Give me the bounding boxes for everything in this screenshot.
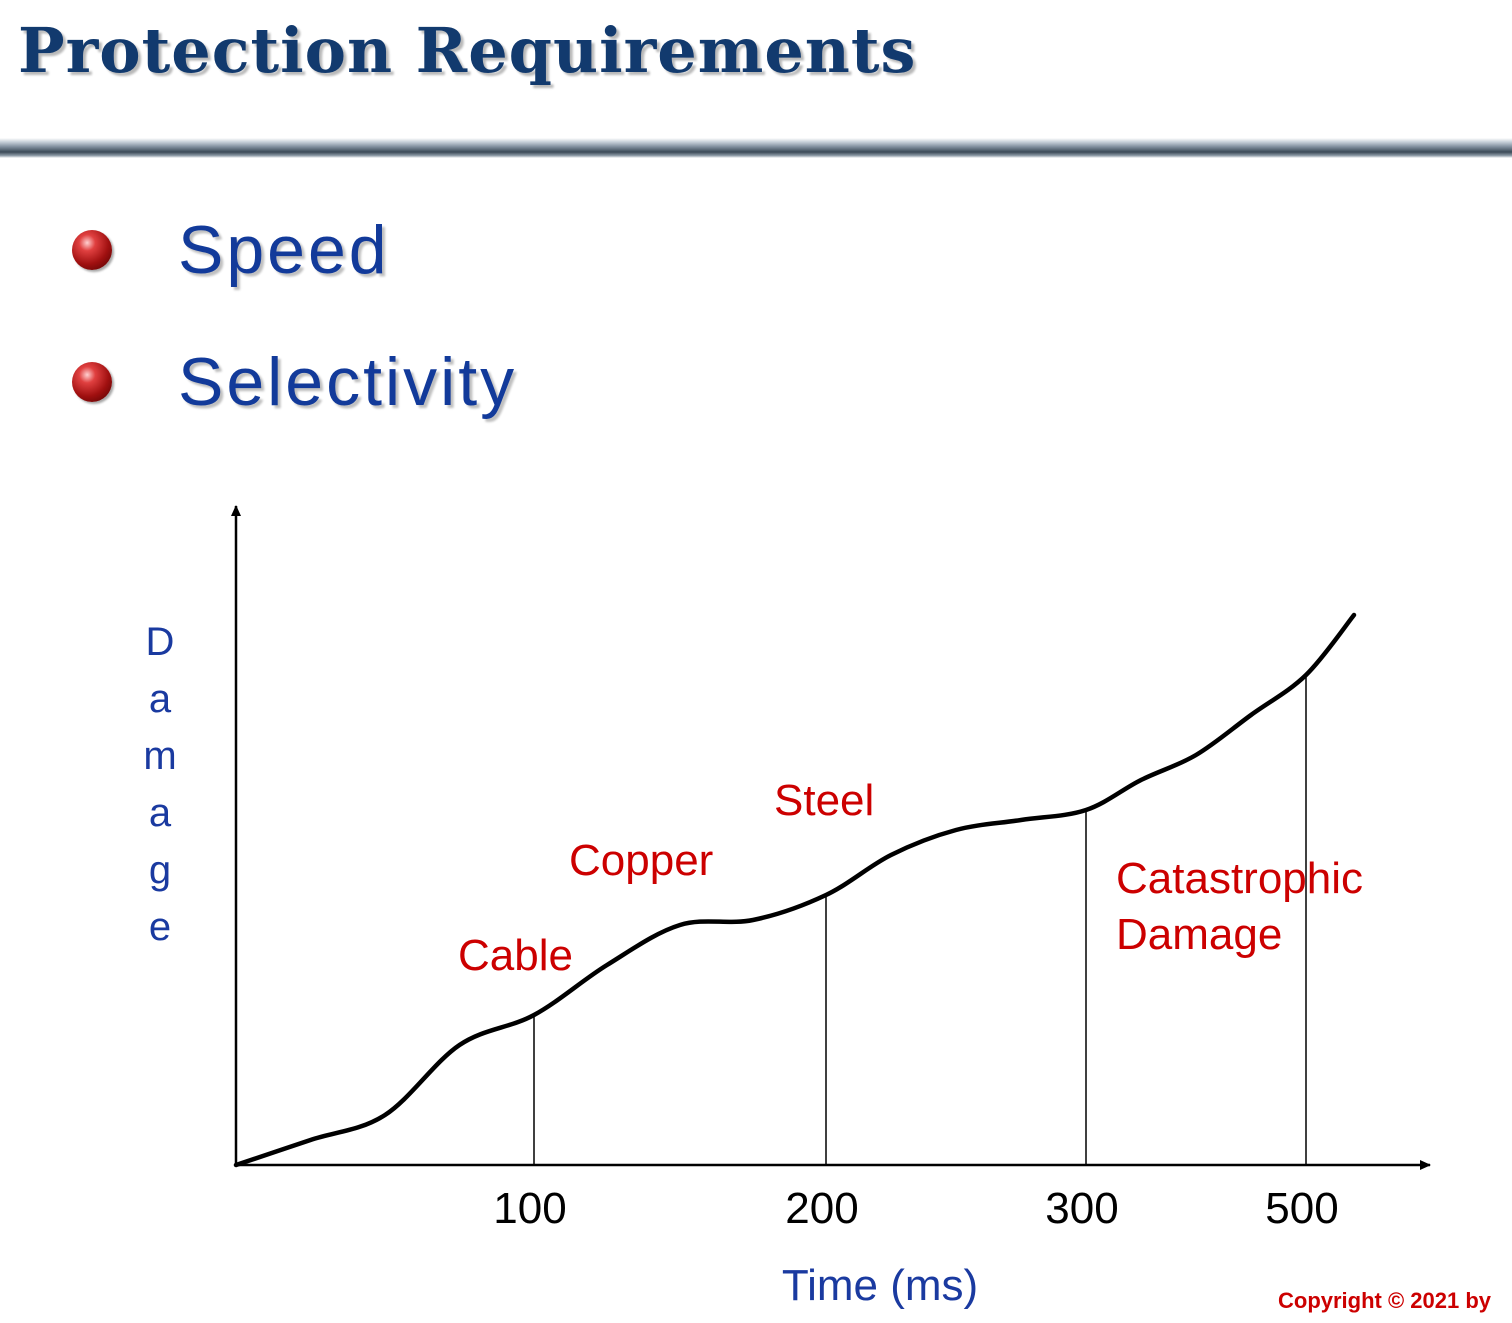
bullet-label: Selectivity (178, 344, 518, 420)
y-axis-label-letter: D (145, 620, 175, 664)
bullet-dot-icon (72, 230, 112, 270)
y-axis-label-letter: g (148, 848, 172, 892)
slide-title: Protection Requirements (18, 14, 917, 87)
x-tick-label: 200 (785, 1184, 858, 1233)
series-line-damage (233, 612, 1357, 1168)
x-tick-label: 300 (1045, 1184, 1118, 1233)
annotation-steel: Steel (774, 776, 874, 825)
x-axis-label: Time (ms) (782, 1261, 978, 1310)
annotation-catastrophic: Catastrophic Damage (1116, 854, 1363, 959)
annotation-cable: Cable (458, 931, 573, 980)
y-axis-label-letter: m (143, 734, 177, 778)
y-axis-label-letter: a (148, 791, 172, 835)
title-divider (0, 138, 1512, 158)
annotation-copper: Copper (569, 836, 713, 885)
bullet-item-speed: Speed (72, 210, 390, 290)
y-axis-label-letter: a (148, 677, 172, 721)
bullet-dot-icon (72, 362, 112, 402)
x-tick-label: 500 (1265, 1184, 1338, 1233)
bullet-label: Speed (178, 212, 390, 288)
x-tick-label: 100 (493, 1184, 566, 1233)
copyright-notice: Copyright © 2021 by (1278, 1288, 1492, 1313)
bullet-item-selectivity: Selectivity (72, 342, 517, 422)
y-axis-label-letter: e (148, 905, 172, 949)
